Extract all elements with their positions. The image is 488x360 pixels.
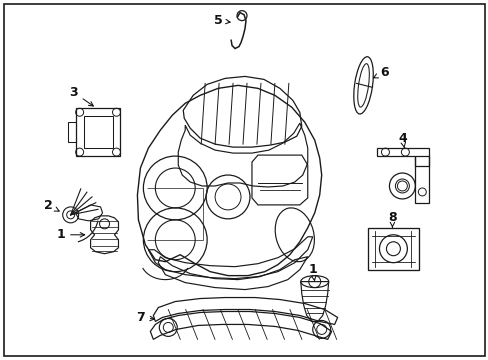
Text: 8: 8 [387, 211, 396, 227]
Text: 4: 4 [397, 132, 406, 148]
Text: 1: 1 [308, 263, 316, 280]
Text: 1: 1 [56, 228, 84, 241]
Text: 6: 6 [373, 66, 388, 79]
Text: 3: 3 [69, 86, 93, 106]
Text: 5: 5 [213, 14, 230, 27]
Text: 7: 7 [136, 311, 154, 324]
Text: 2: 2 [44, 199, 59, 212]
